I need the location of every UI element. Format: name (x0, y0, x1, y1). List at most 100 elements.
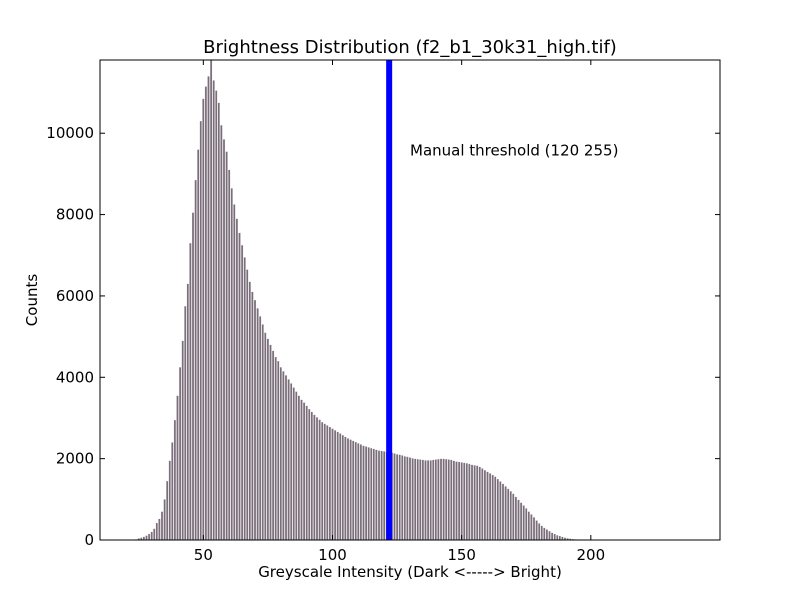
histogram-bar (315, 416, 319, 541)
histogram-bar (465, 462, 469, 541)
histogram-bar (537, 523, 541, 541)
histogram-bar (437, 458, 440, 541)
y-tick-label: 10000 (46, 124, 94, 142)
histogram-bar (359, 444, 363, 541)
histogram-bar (416, 458, 419, 541)
histogram-bar (403, 456, 407, 541)
histogram-bar (248, 281, 252, 541)
histogram-bar (178, 366, 182, 541)
histogram-bar (331, 428, 334, 541)
histogram-bar (408, 457, 412, 541)
histogram-bar (401, 455, 404, 541)
histogram-bar (527, 511, 531, 541)
histogram-bar (556, 534, 559, 541)
histogram-bar (377, 450, 381, 541)
histogram-bar (398, 454, 401, 541)
y-axis-label: Counts (23, 274, 41, 327)
histogram-bar (357, 443, 360, 541)
histogram-bar (419, 459, 422, 541)
histogram-bar (204, 86, 208, 541)
histogram-bar (553, 533, 556, 541)
histogram-bar (160, 511, 164, 541)
histogram-bar (421, 459, 425, 541)
histogram-bar (284, 375, 288, 541)
histogram-bar (295, 391, 298, 541)
histogram-bar (491, 474, 494, 541)
histogram-bar (153, 528, 156, 541)
histogram-bar (413, 458, 417, 541)
histogram-bar (525, 508, 528, 541)
histogram-bar (380, 450, 383, 541)
histogram-bar (199, 120, 202, 541)
histogram-bar (344, 436, 347, 541)
histogram-bar (349, 439, 352, 541)
histogram-bar (354, 441, 357, 541)
x-axis-ticks: 50 100 150 200 (194, 60, 605, 564)
histogram-bar (514, 496, 518, 541)
histogram-bar (457, 461, 461, 541)
histogram-bar (184, 305, 187, 541)
histogram-bar (475, 465, 479, 541)
histogram-bar (150, 531, 153, 541)
histogram-bar (351, 440, 355, 541)
histogram-bar (468, 463, 471, 541)
histogram-bar (434, 459, 438, 541)
histogram-bar (222, 139, 226, 541)
histogram-bar (411, 458, 414, 541)
histogram-bar (158, 518, 161, 541)
histogram-bar (147, 533, 151, 541)
histogram-bar (269, 344, 272, 541)
histogram-bar (305, 405, 308, 541)
histogram-bar (444, 458, 448, 541)
histogram-bar (452, 460, 456, 541)
histogram-bar (375, 449, 378, 541)
x-tick-label: 150 (447, 546, 476, 564)
histogram-bar (246, 269, 249, 541)
histogram-bar (548, 530, 551, 541)
histogram-bar (165, 480, 169, 541)
histogram-bar (238, 232, 241, 541)
histogram-bar (320, 421, 324, 541)
histogram-bar (168, 460, 171, 541)
y-tick-label: 4000 (56, 368, 94, 386)
histogram-bar (326, 425, 329, 541)
y-axis-ticks: 0 2000 4000 6000 8000 10000 (46, 124, 720, 549)
histogram-bar (382, 451, 386, 541)
histogram-bar (261, 324, 264, 541)
histogram-bar (207, 76, 210, 541)
histogram-bar (504, 486, 507, 541)
histogram-bar (535, 520, 538, 541)
histogram-bar (292, 387, 295, 541)
histogram-bar (217, 102, 221, 541)
y-tick-label: 0 (84, 531, 94, 549)
histogram-bar (230, 187, 233, 541)
histogram-bar (181, 340, 184, 541)
histogram-bar (506, 488, 510, 541)
histogram-bar (264, 332, 267, 541)
histogram-bar (289, 383, 293, 541)
histogram-bar (297, 395, 301, 541)
histogram-bar (558, 535, 562, 541)
histogram-bar (155, 522, 159, 541)
histogram-bar (186, 283, 190, 541)
chart-title: Brightness Distribution (f2_b1_30k31_hig… (203, 37, 617, 58)
histogram-bar (517, 499, 520, 541)
histogram-bar (196, 149, 200, 541)
histogram-bar (274, 356, 277, 541)
histogram-bar (266, 338, 270, 541)
histogram-bar (460, 462, 463, 541)
histogram-bars (129, 59, 595, 541)
histogram-bar (287, 379, 290, 541)
histogram-bar (194, 179, 197, 541)
y-tick-label: 2000 (56, 450, 94, 468)
histogram-bar (253, 299, 257, 541)
histogram-bar (256, 307, 259, 541)
histogram-bar (346, 438, 350, 541)
histogram-bar (532, 517, 536, 541)
histogram-bar (481, 468, 484, 541)
histogram-bar (220, 124, 223, 541)
histogram-bar (512, 493, 515, 541)
histogram-bar (522, 505, 525, 541)
axes-frame (99, 59, 721, 541)
histogram-bar (455, 461, 458, 541)
